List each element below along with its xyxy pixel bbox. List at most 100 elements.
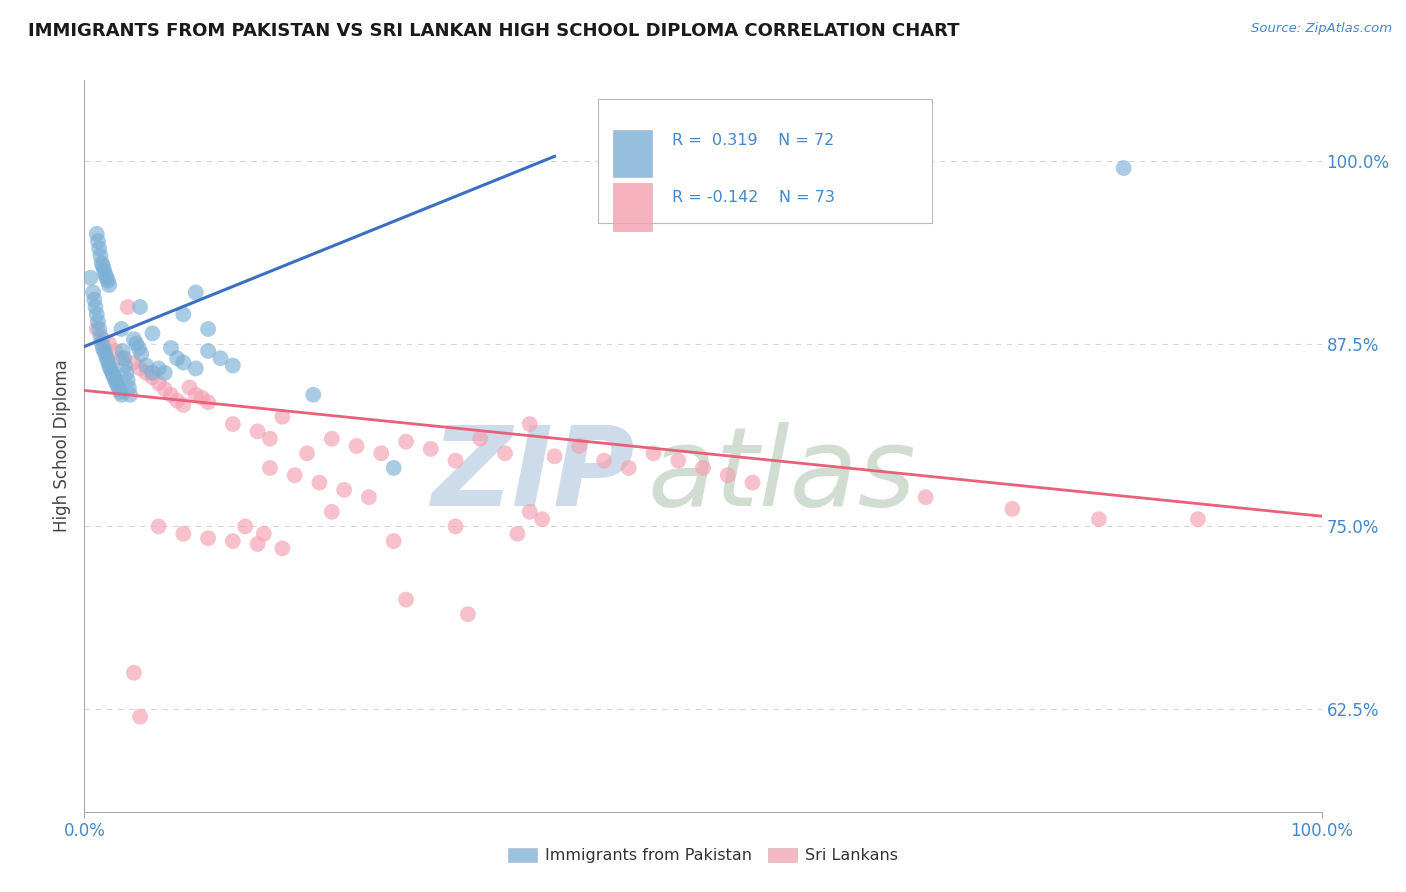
Text: ZIP: ZIP <box>432 422 636 529</box>
Point <box>148 376 170 390</box>
Point <box>519 417 541 431</box>
Point <box>98 278 121 293</box>
Text: R = -0.142    N = 73: R = -0.142 N = 73 <box>672 190 835 205</box>
Point <box>197 343 219 358</box>
Point <box>141 366 163 380</box>
Point <box>179 380 201 394</box>
Point <box>1088 512 1111 526</box>
Point <box>87 234 110 248</box>
Point <box>717 468 740 483</box>
Point <box>104 373 127 387</box>
Point <box>86 322 108 336</box>
Point <box>172 356 194 370</box>
Point <box>82 285 104 300</box>
Point <box>115 366 138 380</box>
Point <box>84 300 107 314</box>
Point <box>108 382 131 396</box>
Point <box>643 446 665 460</box>
Point <box>197 395 219 409</box>
Point <box>790 153 813 168</box>
Point <box>135 366 157 380</box>
Point <box>166 393 188 408</box>
FancyBboxPatch shape <box>613 129 652 178</box>
Point <box>160 388 183 402</box>
Point <box>494 446 516 460</box>
Point <box>357 490 380 504</box>
Point <box>444 453 467 467</box>
Point <box>568 439 591 453</box>
Point <box>110 384 132 399</box>
Point <box>222 534 245 549</box>
Point <box>246 425 269 439</box>
Point <box>271 409 294 424</box>
Point <box>284 468 307 483</box>
Point <box>191 391 214 405</box>
Point <box>129 709 152 723</box>
Point <box>129 300 152 314</box>
Point <box>184 361 207 376</box>
Point <box>741 475 763 490</box>
Point <box>87 315 110 329</box>
FancyBboxPatch shape <box>598 99 932 223</box>
Point <box>295 446 318 460</box>
Point <box>141 326 163 341</box>
Point <box>222 359 245 373</box>
Text: Source: ZipAtlas.com: Source: ZipAtlas.com <box>1251 22 1392 36</box>
Legend: Immigrants from Pakistan, Sri Lankans: Immigrants from Pakistan, Sri Lankans <box>502 841 904 870</box>
Point <box>160 341 183 355</box>
Point <box>93 343 115 358</box>
Point <box>104 343 127 358</box>
Point <box>89 329 111 343</box>
Point <box>91 259 114 273</box>
Point <box>382 461 405 475</box>
Point <box>209 351 232 366</box>
Point <box>89 242 111 256</box>
Point <box>506 526 529 541</box>
Point <box>89 322 111 336</box>
Point <box>172 526 194 541</box>
Point <box>118 380 141 394</box>
Point <box>93 263 115 277</box>
Point <box>419 442 441 456</box>
Point <box>321 505 343 519</box>
Point <box>666 453 689 467</box>
Point <box>271 541 294 556</box>
Point <box>111 343 134 358</box>
Text: IMMIGRANTS FROM PAKISTAN VS SRI LANKAN HIGH SCHOOL DIPLOMA CORRELATION CHART: IMMIGRANTS FROM PAKISTAN VS SRI LANKAN H… <box>28 22 960 40</box>
Point <box>86 307 108 321</box>
Text: R =  0.319    N = 72: R = 0.319 N = 72 <box>672 134 834 148</box>
Point <box>184 285 207 300</box>
Point <box>197 531 219 545</box>
Point <box>98 359 121 373</box>
Point <box>253 526 276 541</box>
Point <box>395 434 418 449</box>
Point <box>1187 512 1209 526</box>
Point <box>470 432 492 446</box>
Point <box>96 270 118 285</box>
Point <box>117 300 139 314</box>
Point <box>172 307 194 321</box>
Point <box>107 379 129 393</box>
Point <box>100 364 122 378</box>
Point <box>233 519 256 533</box>
Point <box>135 359 157 373</box>
Point <box>457 607 479 622</box>
Point <box>128 341 150 355</box>
Point <box>86 227 108 241</box>
Point <box>395 592 418 607</box>
Point <box>129 361 152 376</box>
Point <box>125 336 148 351</box>
Point <box>593 453 616 467</box>
Point <box>153 366 176 380</box>
Point <box>114 359 136 373</box>
Point <box>246 537 269 551</box>
Point <box>382 534 405 549</box>
Point <box>184 388 207 402</box>
Point <box>110 322 132 336</box>
Point <box>370 446 392 460</box>
Point <box>96 351 118 366</box>
Point <box>1001 502 1024 516</box>
Point <box>91 341 114 355</box>
Point <box>117 373 139 387</box>
Point <box>308 475 330 490</box>
